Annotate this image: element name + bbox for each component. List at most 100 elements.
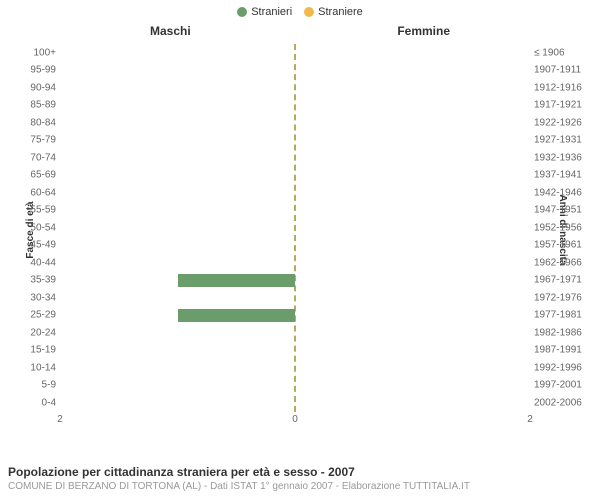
age-label: 50-54 (10, 222, 56, 233)
bar-area (60, 361, 530, 375)
legend-item-stranieri: Stranieri (237, 6, 292, 18)
bar-area (60, 204, 530, 218)
age-label: 60-64 (10, 187, 56, 198)
age-label: 55-59 (10, 205, 56, 216)
age-label: 40-44 (10, 257, 56, 268)
bar-area (60, 221, 530, 235)
birth-year-label: 1987-1991 (534, 345, 592, 356)
bar-area (60, 256, 530, 270)
age-row: 10-141992-1996 (60, 359, 530, 377)
age-label: 5-9 (10, 380, 56, 391)
age-row: 50-541952-1956 (60, 219, 530, 237)
age-label: 45-49 (10, 240, 56, 251)
age-label: 20-24 (10, 327, 56, 338)
bar-area (60, 309, 530, 323)
bar-area (60, 169, 530, 183)
age-label: 30-34 (10, 292, 56, 303)
age-label: 100+ (10, 47, 56, 58)
x-tick-center: 0 (292, 414, 298, 425)
birth-year-label: 1947-1951 (534, 205, 592, 216)
bar-area (60, 239, 530, 253)
age-label: 15-19 (10, 345, 56, 356)
bar-area (60, 64, 530, 78)
birth-year-label: 1997-2001 (534, 380, 592, 391)
age-row: 40-441962-1966 (60, 254, 530, 272)
caption-subtitle: COMUNE DI BERZANO DI TORTONA (AL) - Dati… (8, 481, 592, 492)
age-label: 95-99 (10, 65, 56, 76)
age-label: 80-84 (10, 117, 56, 128)
age-label: 70-74 (10, 152, 56, 163)
birth-year-label: 1952-1956 (534, 222, 592, 233)
age-row: 80-841922-1926 (60, 114, 530, 132)
age-label: 85-89 (10, 100, 56, 111)
age-row: 35-391967-1971 (60, 272, 530, 290)
bar-area (60, 379, 530, 393)
birth-year-label: 1957-1961 (534, 240, 592, 251)
age-row: 75-791927-1931 (60, 132, 530, 150)
age-row: 45-491957-1961 (60, 237, 530, 255)
age-row: 25-291977-1981 (60, 307, 530, 325)
bar-area (60, 46, 530, 60)
birth-year-label: 1942-1946 (534, 187, 592, 198)
bar-area (60, 99, 530, 113)
age-row: 85-891917-1921 (60, 97, 530, 115)
bar-male (178, 274, 296, 288)
bar-area (60, 326, 530, 340)
panel-title-maschi: Maschi (150, 24, 191, 38)
panel-title-femmine: Femmine (397, 24, 450, 38)
age-row: 90-941912-1916 (60, 79, 530, 97)
birth-year-label: 1932-1936 (534, 152, 592, 163)
age-row: 65-691937-1941 (60, 167, 530, 185)
birth-year-label: 1977-1981 (534, 310, 592, 321)
age-row: 60-641942-1946 (60, 184, 530, 202)
age-row: 0-42002-2006 (60, 394, 530, 412)
age-label: 25-29 (10, 310, 56, 321)
birth-year-label: 1927-1931 (534, 135, 592, 146)
birth-year-label: 1907-1911 (534, 65, 592, 76)
bar-area (60, 151, 530, 165)
birth-year-label: 1972-1976 (534, 292, 592, 303)
population-pyramid-chart: Maschi Femmine Fasce di età Anni di nasc… (0, 20, 600, 440)
legend: Stranieri Straniere (0, 0, 600, 20)
bar-area (60, 291, 530, 305)
bar-area (60, 344, 530, 358)
age-row: 70-741932-1936 (60, 149, 530, 167)
age-label: 90-94 (10, 82, 56, 93)
bar-area (60, 274, 530, 288)
age-row: 5-91997-2001 (60, 377, 530, 395)
birth-year-label: 1967-1971 (534, 275, 592, 286)
birth-year-label: 1982-1986 (534, 327, 592, 338)
age-label: 10-14 (10, 362, 56, 373)
age-label: 65-69 (10, 170, 56, 181)
birth-year-label: 1937-1941 (534, 170, 592, 181)
age-row: 100+≤ 1906 (60, 44, 530, 62)
birth-year-label: 1912-1916 (534, 82, 592, 93)
legend-swatch-stranieri (237, 7, 247, 17)
age-label: 75-79 (10, 135, 56, 146)
birth-year-label: 1917-1921 (534, 100, 592, 111)
bar-male (178, 309, 296, 323)
legend-label-stranieri: Stranieri (251, 6, 292, 18)
birth-year-label: 1922-1926 (534, 117, 592, 128)
caption-title: Popolazione per cittadinanza straniera p… (8, 465, 592, 479)
x-axis-ticks: 2 0 2 (60, 414, 530, 428)
plot-area: 100+≤ 190695-991907-191190-941912-191685… (60, 44, 530, 412)
birth-year-label: 2002-2006 (534, 397, 592, 408)
legend-item-straniere: Straniere (304, 6, 363, 18)
age-row: 20-241982-1986 (60, 324, 530, 342)
age-row: 55-591947-1951 (60, 202, 530, 220)
x-tick-left: 2 (57, 414, 63, 425)
bar-area (60, 396, 530, 410)
caption: Popolazione per cittadinanza straniera p… (8, 465, 592, 492)
age-row: 30-341972-1976 (60, 289, 530, 307)
bar-area (60, 116, 530, 130)
age-label: 35-39 (10, 275, 56, 286)
birth-year-label: 1962-1966 (534, 257, 592, 268)
legend-label-straniere: Straniere (318, 6, 363, 18)
bar-area (60, 186, 530, 200)
age-row: 95-991907-1911 (60, 62, 530, 80)
birth-year-label: ≤ 1906 (534, 47, 592, 58)
age-row: 15-191987-1991 (60, 342, 530, 360)
age-label: 0-4 (10, 397, 56, 408)
birth-year-label: 1992-1996 (534, 362, 592, 373)
